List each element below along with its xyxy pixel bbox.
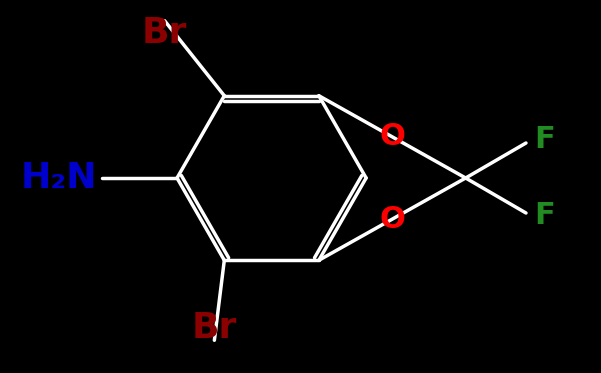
- Text: Br: Br: [192, 311, 237, 345]
- Text: O: O: [380, 122, 406, 151]
- Text: O: O: [380, 205, 406, 234]
- Text: H₂N: H₂N: [21, 161, 97, 195]
- Text: Br: Br: [142, 16, 188, 50]
- Text: F: F: [534, 125, 555, 154]
- Text: F: F: [534, 201, 555, 231]
